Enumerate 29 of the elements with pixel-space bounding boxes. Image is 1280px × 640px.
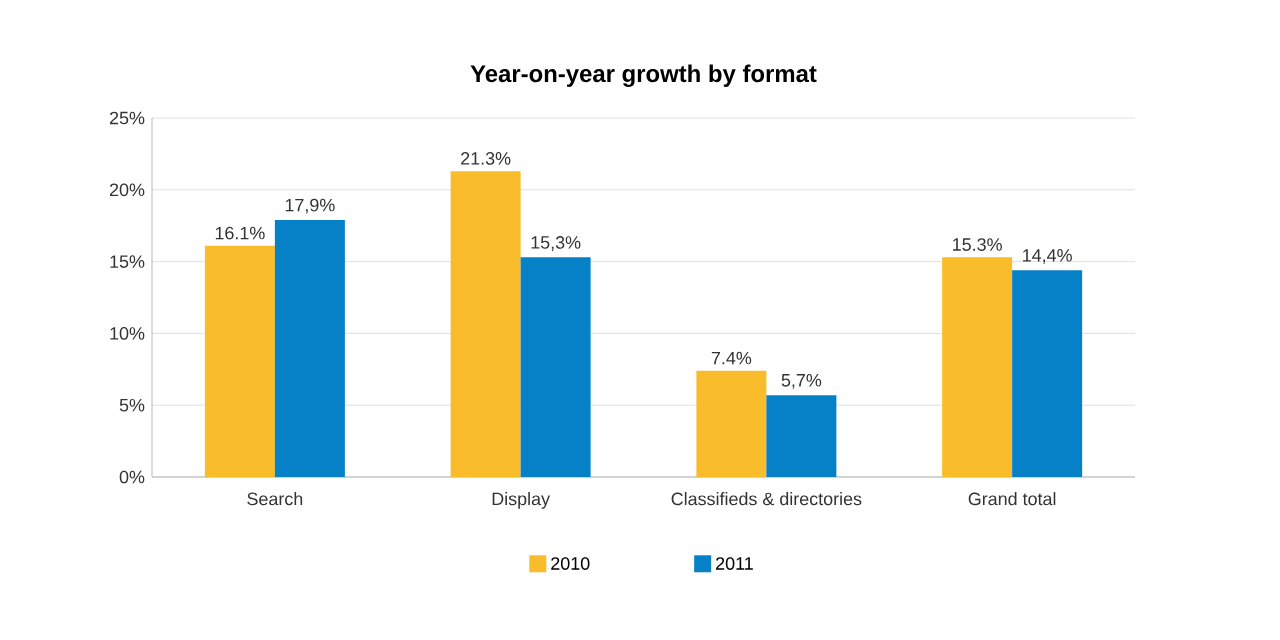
y-tick-label: 20% <box>109 183 145 197</box>
bar <box>204 245 275 477</box>
y-tick-label: 0% <box>119 470 145 484</box>
data-label: 15,3% <box>531 236 581 251</box>
data-label: 17,9% <box>285 198 335 214</box>
data-label: 21.3% <box>461 152 511 165</box>
data-label: 14,4% <box>1023 249 1072 264</box>
bar <box>1012 270 1083 477</box>
y-tick-label: 25% <box>109 111 145 125</box>
bar <box>942 257 1013 477</box>
x-tick-label: Display <box>492 492 550 509</box>
bar <box>766 395 837 477</box>
x-tick-label: Classifieds & directories <box>671 492 862 506</box>
bar <box>520 257 591 477</box>
data-label: 5,7% <box>781 374 822 389</box>
bar <box>696 370 767 477</box>
y-tick-label: 15% <box>110 255 145 268</box>
bar <box>450 171 521 477</box>
data-label: 16.1% <box>215 226 265 240</box>
legend-label: 2011 <box>716 557 753 570</box>
y-tick-label: 10% <box>110 327 145 340</box>
legend-label: 2010 <box>551 557 590 570</box>
bar <box>274 219 345 477</box>
data-label: 15.3% <box>953 238 1002 251</box>
chart-title: Year-on-year growth by format <box>470 64 817 87</box>
x-tick-label: Grand total <box>968 492 1056 506</box>
y-tick-label: 5% <box>119 398 145 412</box>
x-tick-label: Search <box>247 492 303 506</box>
data-label: 7.4% <box>711 351 752 365</box>
